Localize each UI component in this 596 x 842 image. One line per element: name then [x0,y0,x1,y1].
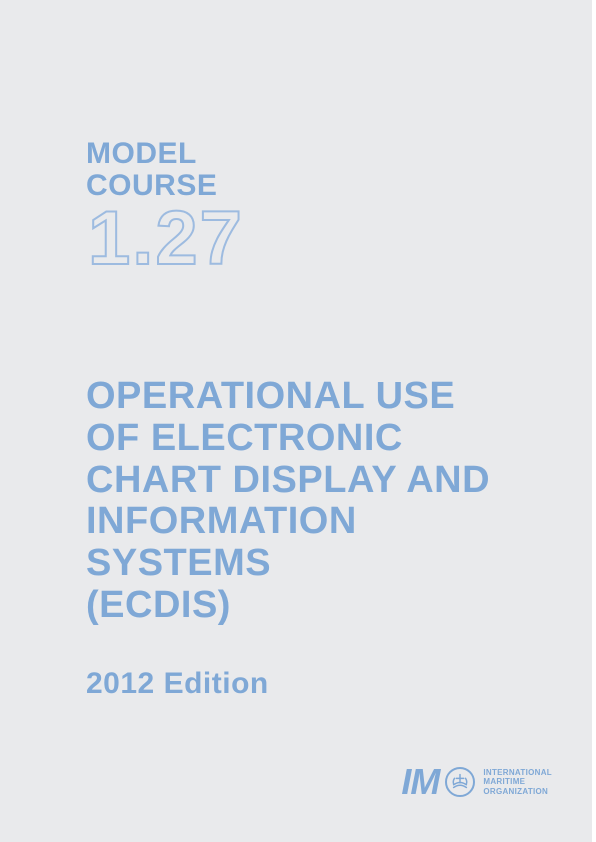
title-line5: (ECDIS) [86,584,231,626]
title-line2: OF ELECTRONIC [86,417,403,459]
imo-logo: IM INTERNATIONAL MARITIME ORGANIZATION [401,764,552,800]
series-header: MODEL COURSE 1.27 [86,138,244,275]
series-label: MODEL COURSE [86,138,244,201]
document-cover: MODEL COURSE 1.27 OPERATIONAL USE OF ELE… [0,0,596,842]
document-title: OPERATIONAL USE OF ELECTRONIC CHART DISP… [86,376,546,627]
logo-mark: IM [401,764,475,800]
org-line2: MARITIME [483,777,525,786]
course-number: 1.27 [88,203,244,275]
logo-emblem-icon [445,767,475,797]
title-block: OPERATIONAL USE OF ELECTRONIC CHART DISP… [86,376,546,701]
title-line3: CHART DISPLAY AND [86,459,490,501]
title-line1: OPERATIONAL USE [86,375,455,417]
edition-label: 2012 Edition [86,667,546,701]
logo-org-name: INTERNATIONAL MARITIME ORGANIZATION [483,768,552,796]
series-line1: MODEL [86,137,197,170]
title-line4: INFORMATION SYSTEMS [86,500,357,584]
org-line1: INTERNATIONAL [483,768,552,777]
org-line3: ORGANIZATION [483,787,548,796]
logo-letters: IM [401,764,439,800]
